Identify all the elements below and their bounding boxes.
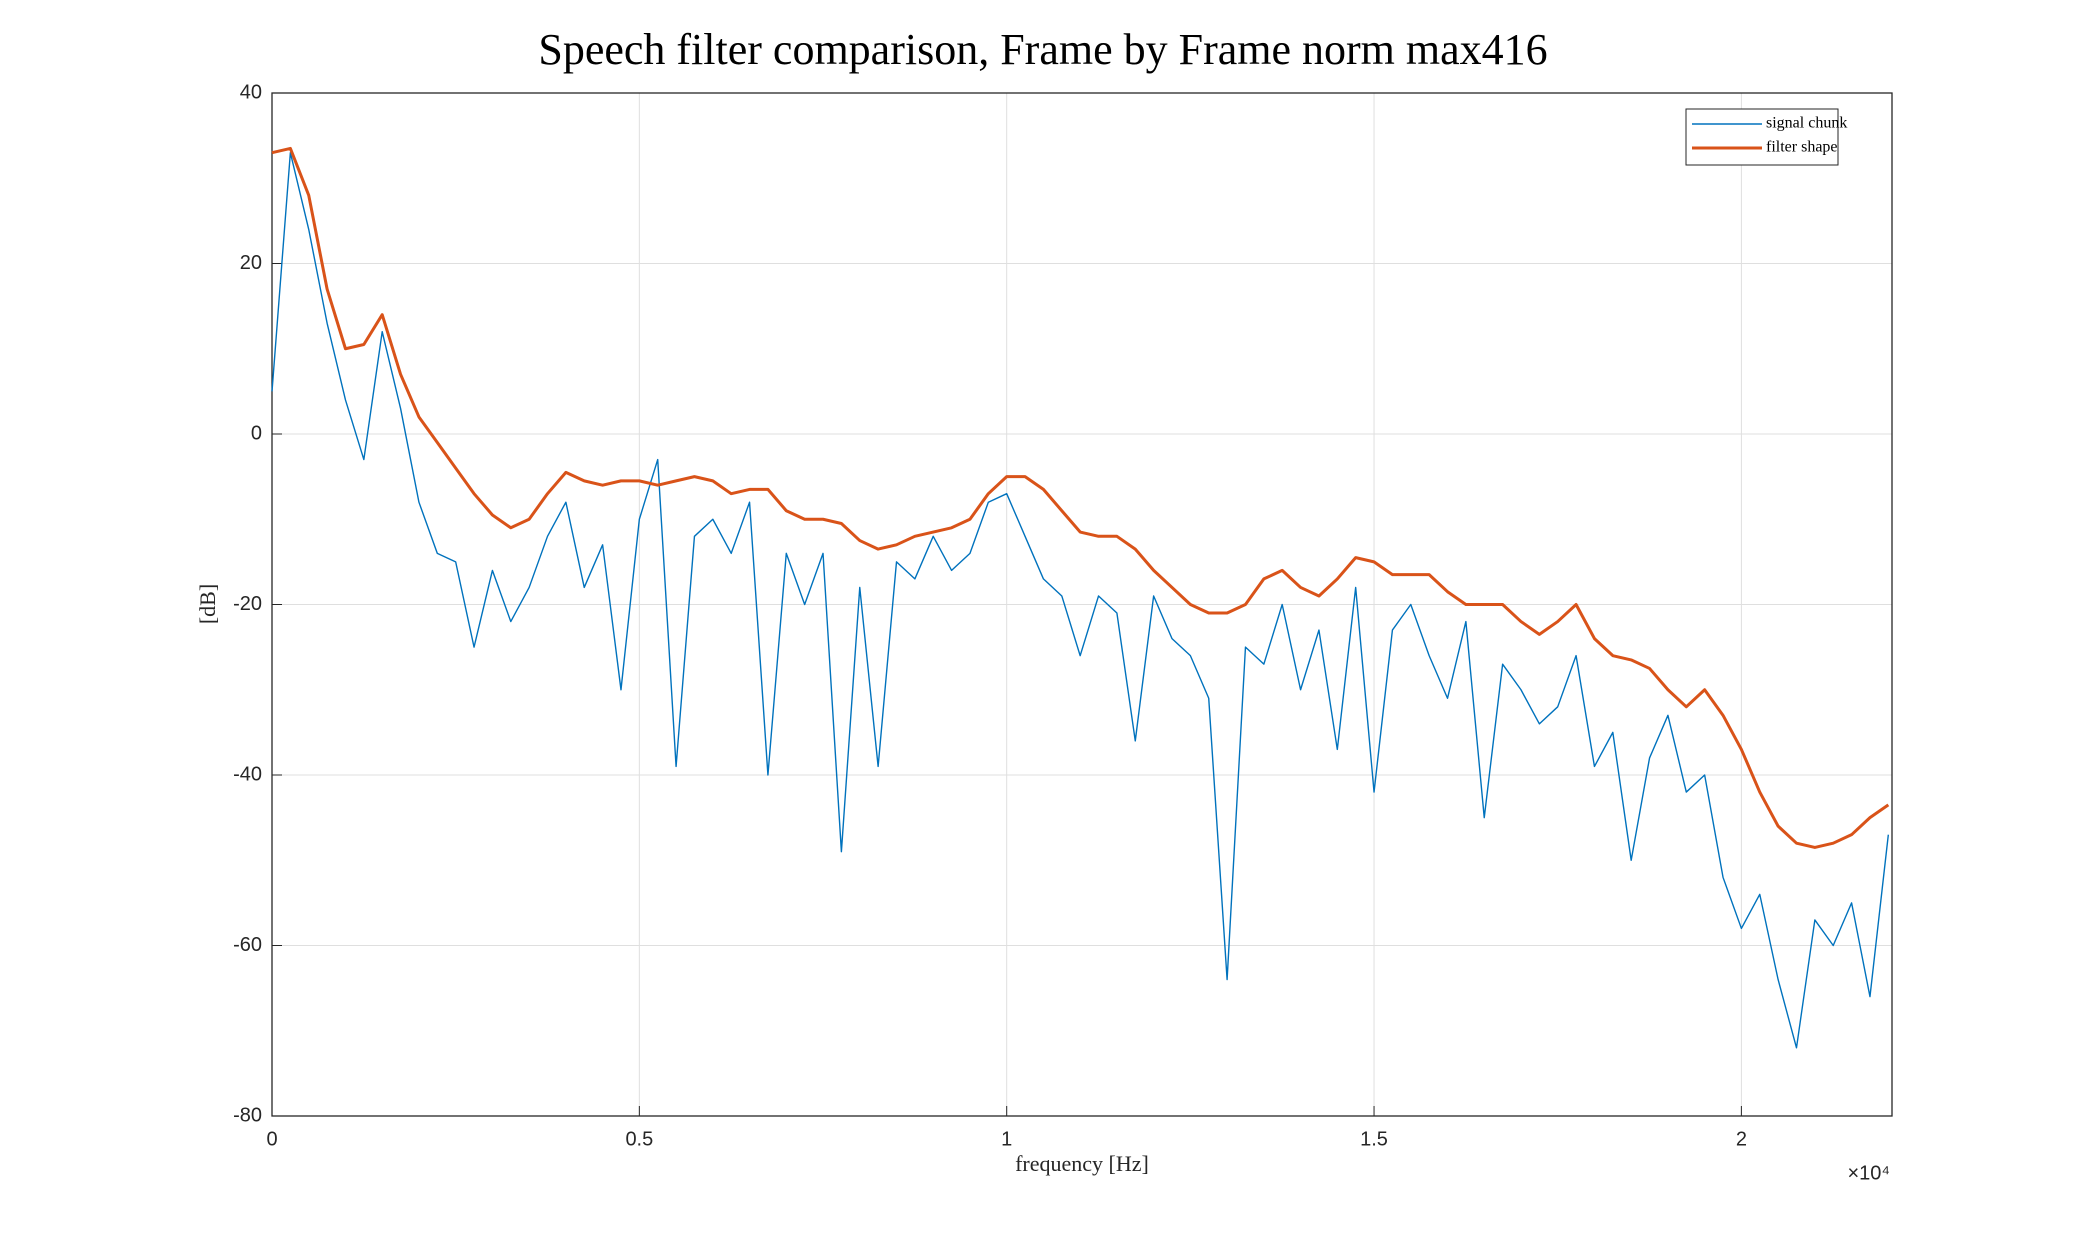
y-tick-label: -80 [233,1104,262,1126]
y-tick-label: 0 [251,422,262,444]
y-axis-label: [dB] [195,584,220,624]
x-tick-label: 0 [266,1128,277,1150]
y-tick-label: -20 [233,593,262,615]
plot-frame [271,92,1893,1117]
legend-label: filter shape [1766,139,1838,156]
chart-title: Speech filter comparison, Frame by Frame… [538,25,1547,74]
legend-box [1685,108,1839,166]
x-axis-label: frequency [Hz] [1015,1151,1149,1176]
x-exponent-label: ×10⁴ [1847,1162,1890,1184]
x-tick-label: 2 [1736,1128,1747,1150]
y-tick-label: 40 [240,81,262,103]
x-tick-label: 0.5 [625,1128,653,1150]
x-tick-label: 1.5 [1360,1128,1388,1150]
y-tick-label: 20 [240,252,262,274]
y-tick-label: -40 [233,763,262,785]
legend-label: signal chunk [1766,115,1847,132]
data-line [271,151,1890,1049]
y-tick-label: -60 [233,934,262,956]
data-line [271,146,1890,849]
x-tick-label: 1 [1001,1128,1012,1150]
